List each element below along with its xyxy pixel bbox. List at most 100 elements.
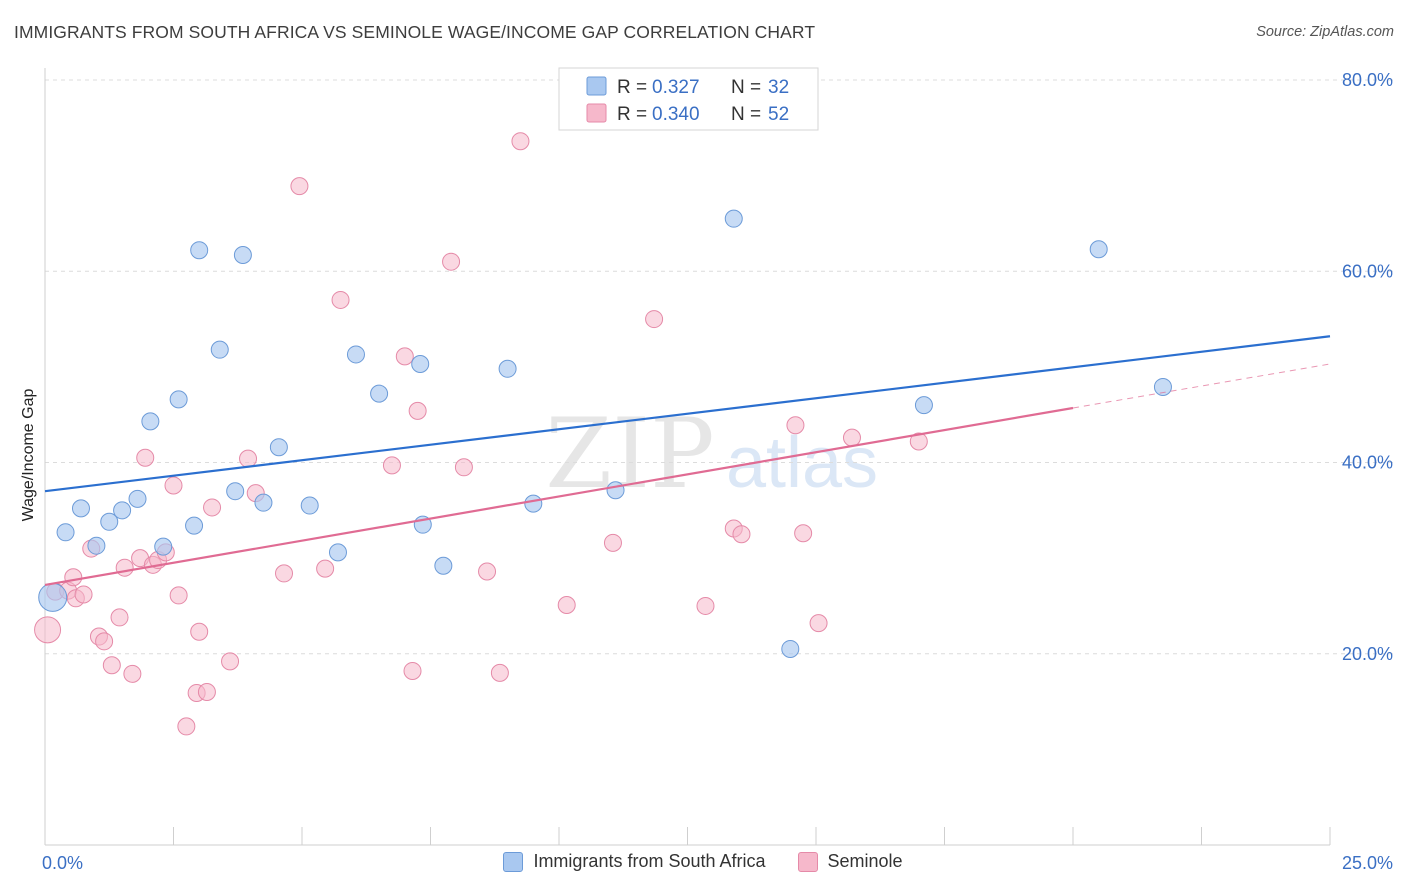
axes <box>44 68 1331 846</box>
seminole-point <box>74 585 93 604</box>
seminole-point <box>64 568 83 587</box>
seminole-point <box>221 652 240 671</box>
seminole-points <box>34 132 928 736</box>
seminole-trend-extension <box>1072 363 1331 409</box>
legend-r-label: R = <box>617 104 647 125</box>
seminole-point <box>203 498 222 517</box>
tick-labels: 20.0% 40.0% 60.0% 80.0% 0.0% 25.0% <box>42 70 1393 873</box>
seminole-point <box>382 456 401 475</box>
x-tick-label: 25.0% <box>1342 853 1393 873</box>
south-africa-point <box>434 556 453 575</box>
seminole-point <box>794 524 813 543</box>
seminole-trend-line <box>44 406 1074 586</box>
y-tick-label: 20.0% <box>1342 644 1393 664</box>
seminole-point <box>395 347 414 366</box>
south-africa-point <box>190 241 209 260</box>
south-africa-point <box>724 209 743 228</box>
seminole-point <box>136 448 155 467</box>
legend-n-label: N = <box>731 104 761 125</box>
seminole-point <box>809 614 828 633</box>
seminole-point <box>177 717 196 736</box>
seminole-point <box>290 177 309 196</box>
gridlines <box>45 79 1395 655</box>
south-africa-point <box>56 523 75 542</box>
x-tick-label: 0.0% <box>42 853 83 873</box>
legend-r-value: 0.327 <box>652 77 700 98</box>
south-africa-point <box>1089 240 1108 259</box>
south-africa-point <box>113 501 132 520</box>
seminole-point <box>557 595 576 614</box>
seminole-point <box>123 664 142 683</box>
south-africa-point <box>300 496 319 515</box>
legend-item-seminole[interactable]: Seminole <box>797 851 903 872</box>
seminole-point <box>275 564 294 583</box>
seminole-point <box>696 596 715 615</box>
seminole-point <box>511 132 530 151</box>
south-africa-point <box>71 499 90 518</box>
legend-r-label: R = <box>617 77 647 98</box>
trend-lines <box>44 335 1331 586</box>
seminole-point <box>732 525 751 544</box>
south-africa-point <box>269 438 288 457</box>
chart-title: IMMIGRANTS FROM SOUTH AFRICA VS SEMINOLE… <box>14 22 816 42</box>
seminole-point <box>110 608 129 627</box>
stats-legend: R = 0.327 N = 32 R = 0.340 N = 52 <box>558 67 819 131</box>
south-africa-point <box>169 390 188 409</box>
seminole-point <box>842 428 861 447</box>
seminole-point <box>95 632 114 651</box>
legend-item-south-africa[interactable]: Immigrants from South Africa <box>503 851 766 872</box>
south-africa-point <box>1153 377 1172 396</box>
seminole-point <box>442 252 461 271</box>
south-africa-point <box>128 489 147 508</box>
y-tick-label: 80.0% <box>1342 70 1393 90</box>
legend-label: Seminole <box>827 851 903 871</box>
seminole-point <box>239 449 258 468</box>
south-africa-point <box>226 482 245 501</box>
south-africa-point <box>100 512 119 531</box>
south-africa-point <box>524 494 543 513</box>
seminole-point <box>34 616 62 644</box>
source-credit: Source: ZipAtlas.com <box>1256 24 1394 40</box>
watermark-zip: ZIP <box>545 398 714 510</box>
seminole-point <box>786 416 805 435</box>
y-tick-label: 40.0% <box>1342 453 1393 473</box>
seminole-point <box>169 586 188 605</box>
south-africa-point <box>38 582 68 612</box>
legend-swatch-blue <box>586 76 607 96</box>
seminole-point <box>408 401 427 420</box>
seminole-point <box>454 458 473 477</box>
legend-swatch-pink <box>797 851 818 872</box>
south-africa-point <box>914 396 933 415</box>
seminole-point <box>603 533 622 552</box>
south-africa-point <box>254 493 273 512</box>
seminole-point <box>115 558 134 577</box>
south-africa-point <box>370 384 389 403</box>
legend-swatch-pink <box>586 103 607 123</box>
seminole-point <box>645 310 664 329</box>
south-africa-point <box>154 537 173 556</box>
legend-n-value: 32 <box>768 77 789 98</box>
legend-n-value: 52 <box>768 104 789 125</box>
legend-r-value: 0.340 <box>652 104 700 125</box>
south-africa-point <box>781 639 800 658</box>
south-africa-point <box>141 412 160 431</box>
south-africa-point <box>346 345 365 364</box>
south-africa-trend-line <box>44 335 1331 493</box>
seminole-point <box>164 476 183 495</box>
south-africa-point <box>606 481 625 500</box>
south-africa-point <box>210 340 229 359</box>
seminole-point <box>909 432 928 451</box>
seminole-point <box>403 661 422 680</box>
seminole-point <box>478 562 497 581</box>
south-africa-point <box>87 536 106 555</box>
seminole-point <box>490 663 509 682</box>
seminole-point <box>197 683 216 701</box>
seminole-point <box>316 559 335 578</box>
legend-n-label: N = <box>731 77 761 98</box>
south-africa-point <box>233 245 252 264</box>
south-africa-point <box>411 355 430 374</box>
seminole-point <box>190 622 209 641</box>
seminole-point <box>331 290 350 309</box>
legend-swatch-blue <box>503 851 524 872</box>
